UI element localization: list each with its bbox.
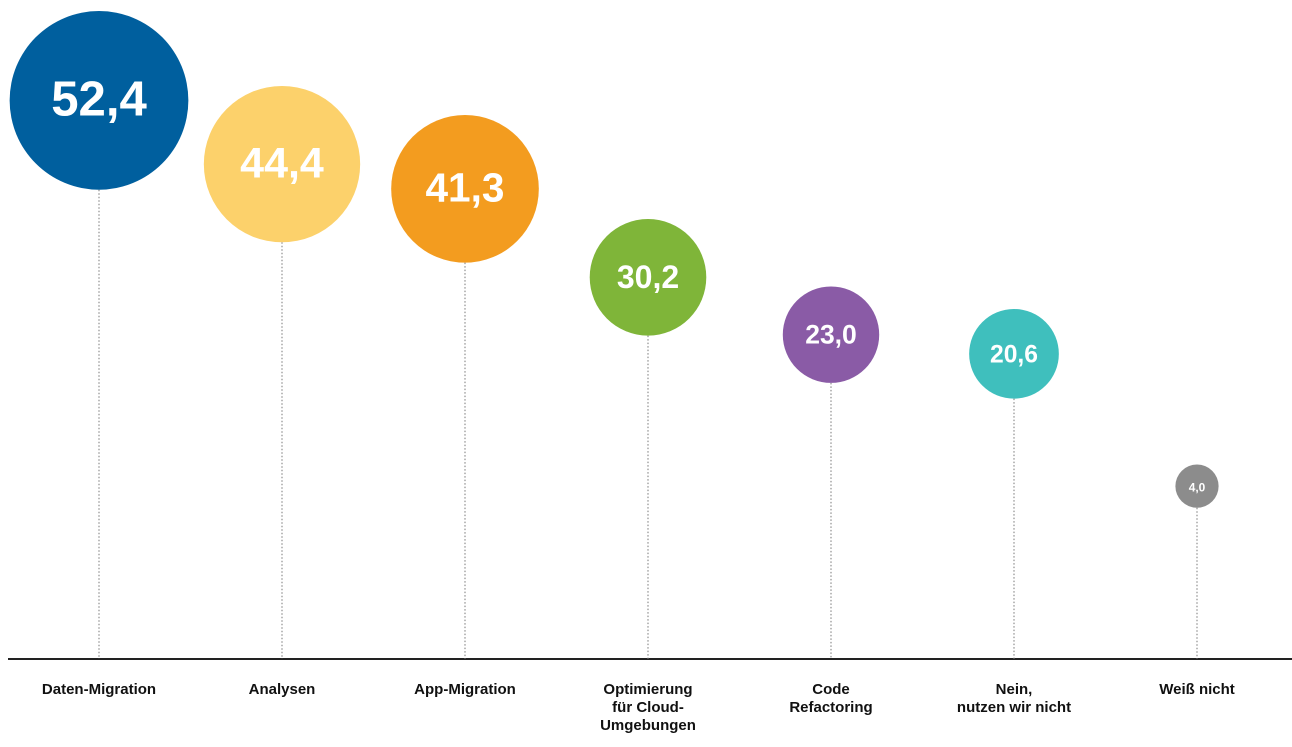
data-label: 52,4 xyxy=(51,72,147,126)
bubble xyxy=(589,219,707,336)
data-label: 23,0 xyxy=(805,320,857,350)
bubble xyxy=(1175,464,1219,508)
bubble xyxy=(782,286,880,383)
x-tick-label: für Cloud- xyxy=(612,699,684,716)
bubble xyxy=(391,115,539,263)
x-tick-label: Weiß nicht xyxy=(1159,681,1235,698)
x-tick-label: Nein, xyxy=(996,681,1033,698)
data-label: 4,0 xyxy=(1189,480,1206,494)
x-tick-label: Umgebungen xyxy=(600,717,696,734)
x-tick-label: App-Migration xyxy=(414,681,516,698)
x-tick-label: Code xyxy=(812,681,850,698)
x-tick-label: Optimierung xyxy=(603,681,692,698)
x-tick-label: Analysen xyxy=(249,681,316,698)
bubble xyxy=(203,85,361,243)
data-label: 41,3 xyxy=(425,165,504,211)
x-tick-label: nutzen wir nicht xyxy=(957,699,1071,716)
data-label: 44,4 xyxy=(240,139,324,187)
data-label: 20,6 xyxy=(990,341,1038,368)
x-tick-label: Daten-Migration xyxy=(42,681,156,698)
bubble xyxy=(9,11,189,190)
data-label: 30,2 xyxy=(617,259,679,295)
bubble xyxy=(969,308,1059,399)
x-tick-label: Refactoring xyxy=(789,699,872,716)
